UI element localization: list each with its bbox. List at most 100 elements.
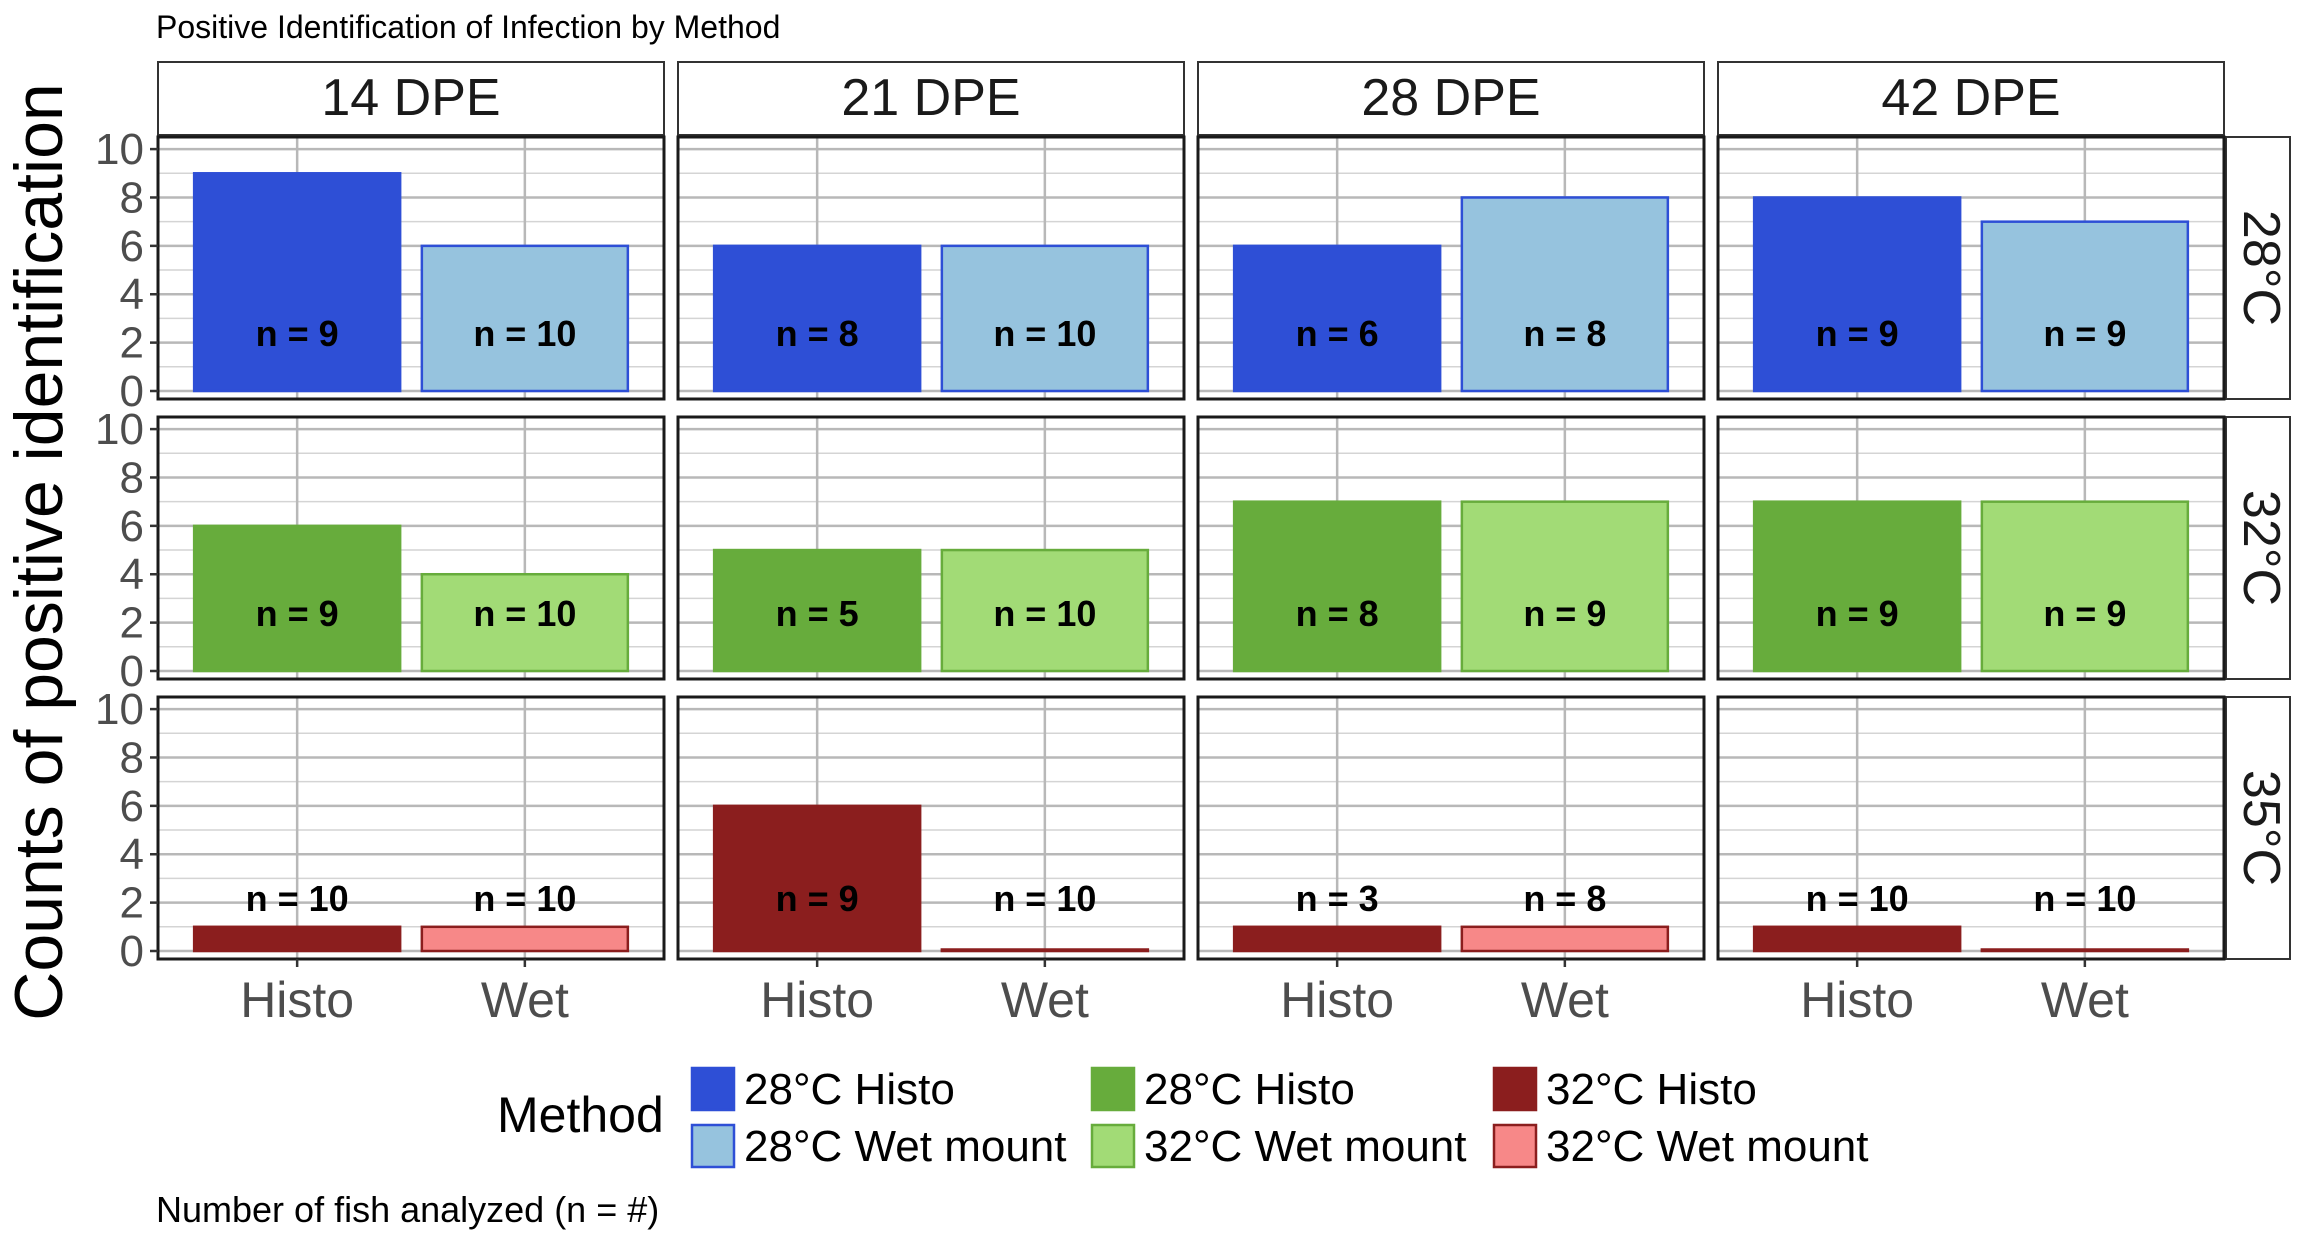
- facet-strip-4: [1717, 61, 2225, 136]
- panel-border: [676, 695, 1186, 961]
- y-tick-label: 4: [120, 270, 144, 319]
- bar-wet: [940, 948, 1150, 953]
- y-tick-label: 2: [120, 319, 144, 368]
- x-tick-label: Histo: [1800, 972, 1914, 1028]
- legend-item: 32°C Wet mount: [1492, 1122, 1868, 1171]
- legend-label: 28°C Histo: [1144, 1065, 1355, 1114]
- row-strip-3: [2225, 696, 2291, 960]
- chart-caption: Number of fish analyzed (n = #): [156, 1189, 659, 1230]
- bar-histo: [192, 172, 402, 393]
- legend-swatch: [1090, 1066, 1136, 1112]
- panel-3: n = 6 n = 8: [1196, 135, 1706, 401]
- n-label: n = 9: [1816, 313, 1899, 354]
- bar-wet: [1980, 500, 2190, 673]
- y-tick-label: 2: [120, 599, 144, 648]
- n-label: n = 10: [473, 313, 576, 354]
- n-label: n = 9: [776, 878, 859, 919]
- bar-histo: [1752, 925, 1962, 953]
- bar-histo: [1232, 925, 1442, 953]
- row-strip-label: 32°C: [2232, 490, 2290, 606]
- y-tick-label: 6: [120, 222, 144, 271]
- y-axis-label: Counts of positive identification: [1, 83, 77, 1020]
- n-label: n = 9: [2043, 593, 2126, 634]
- facet-strip-label: 21 DPE: [841, 69, 1020, 127]
- panel-border: [1716, 135, 2226, 401]
- bar-wet: [940, 548, 1150, 673]
- legend-item: 28°C Wet mount: [690, 1122, 1066, 1171]
- legend-label: 32°C Wet mount: [1144, 1122, 1466, 1171]
- n-label: n = 8: [1523, 878, 1606, 919]
- legend-item: 32°C Histo: [1492, 1065, 1757, 1114]
- x-tick-label: Histo: [760, 972, 874, 1028]
- row-strip-label: 35°C: [2232, 770, 2290, 886]
- legend-item: 28°C Histo: [1090, 1065, 1355, 1114]
- bar-histo: [1752, 196, 1962, 393]
- n-label: n = 10: [993, 593, 1096, 634]
- x-tick-label: Wet: [481, 972, 569, 1028]
- x-tick-label: Wet: [1521, 972, 1609, 1028]
- n-label: n = 9: [256, 593, 339, 634]
- y-tick-label: 2: [120, 879, 144, 928]
- facet-strip-3: [1197, 61, 1705, 136]
- facet-strip-label: 42 DPE: [1881, 69, 2060, 127]
- legend-label: 28°C Wet mount: [744, 1122, 1066, 1171]
- y-tick-label: 6: [120, 782, 144, 831]
- panel-border: [1196, 415, 1706, 681]
- x-tick-label: Histo: [1280, 972, 1394, 1028]
- panel-border: [156, 135, 666, 401]
- n-label: n = 5: [776, 593, 859, 634]
- legend-swatch: [1090, 1123, 1136, 1169]
- bar-wet: [1980, 220, 2190, 393]
- y-tick-label: 6: [120, 502, 144, 551]
- bar-wet: [420, 244, 630, 393]
- legend-label: 32°C Wet mount: [1546, 1122, 1868, 1171]
- facet-strip-label: 28 DPE: [1361, 69, 1540, 127]
- panel-border: [156, 415, 666, 681]
- bar-histo: [1232, 500, 1442, 673]
- facet-strip-2: [677, 61, 1185, 136]
- panel-12: n = 10 n = 10 Histo Wet: [1716, 695, 2226, 1028]
- y-tick-label: 10: [95, 685, 144, 734]
- bar-wet: [1460, 196, 1670, 393]
- panel-background: [158, 697, 664, 959]
- bar-wet: [1980, 948, 2190, 953]
- bar-wet: [420, 925, 630, 953]
- bar-histo: [192, 925, 402, 953]
- n-label: n = 10: [473, 878, 576, 919]
- panel-8: n = 9 n = 9: [1716, 415, 2226, 681]
- x-tick-label: Wet: [2041, 972, 2129, 1028]
- legend-item: 28°C Histo: [690, 1065, 955, 1114]
- n-label: n = 10: [473, 593, 576, 634]
- legend-item: 32°C Wet mount: [1090, 1122, 1466, 1171]
- panel-background: [1198, 697, 1704, 959]
- y-tick-label: 8: [120, 733, 144, 782]
- panel-border: [1196, 695, 1706, 961]
- n-label: n = 10: [2033, 878, 2136, 919]
- facet-strip-label: 14 DPE: [321, 69, 500, 127]
- row-strip-1: [2225, 136, 2291, 400]
- n-label: n = 10: [993, 313, 1096, 354]
- bar-wet: [420, 572, 630, 673]
- chart-title: Positive Identification of Infection by …: [156, 9, 780, 45]
- y-tick-label: 4: [120, 550, 144, 599]
- panel-4: n = 9 n = 9: [1716, 135, 2226, 401]
- panel-border: [1716, 695, 2226, 961]
- legend-title: Method: [497, 1087, 664, 1143]
- panel-border: [156, 695, 666, 961]
- n-label: n = 10: [246, 878, 349, 919]
- y-tick-label: 10: [95, 405, 144, 454]
- n-label: n = 8: [776, 313, 859, 354]
- panel-10: n = 9 n = 10 Histo Wet: [676, 695, 1186, 1028]
- bar-histo: [192, 524, 402, 673]
- panel-border: [676, 415, 1186, 681]
- y-tick-label: 8: [120, 453, 144, 502]
- panel-border: [676, 135, 1186, 401]
- legend: Method 28°C Histo 28°C Wet mount 28°C Histo…: [497, 1065, 1868, 1171]
- n-label: n = 6: [1296, 313, 1379, 354]
- n-label: n = 8: [1296, 593, 1379, 634]
